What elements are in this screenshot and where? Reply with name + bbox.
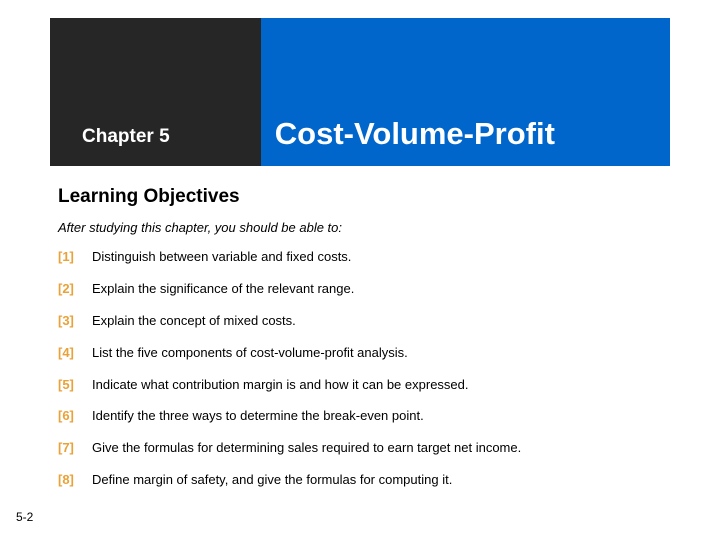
objective-text: Define margin of safety, and give the fo… [92, 472, 670, 489]
objective-item: [2] Explain the significance of the rele… [58, 281, 670, 298]
objective-text: List the five components of cost-volume-… [92, 345, 670, 362]
objective-number: [4] [58, 345, 92, 362]
objective-number: [3] [58, 313, 92, 330]
objective-item: [1] Distinguish between variable and fix… [58, 249, 670, 266]
slide-header: Chapter 5 Cost-Volume-Profit [50, 18, 670, 166]
chapter-title: Cost-Volume-Profit [275, 116, 555, 152]
objective-text: Indicate what contribution margin is and… [92, 377, 670, 394]
objective-number: [8] [58, 472, 92, 489]
objectives-list: [1] Distinguish between variable and fix… [58, 249, 670, 489]
content-area: Learning Objectives After studying this … [58, 186, 670, 489]
header-left-panel: Chapter 5 [50, 18, 261, 166]
objective-item: [8] Define margin of safety, and give th… [58, 472, 670, 489]
objective-number: [7] [58, 440, 92, 457]
header-right-panel: Cost-Volume-Profit [261, 18, 670, 166]
objective-text: Identify the three ways to determine the… [92, 408, 670, 425]
objective-text: Give the formulas for determining sales … [92, 440, 670, 457]
objective-item: [7] Give the formulas for determining sa… [58, 440, 670, 457]
objective-item: [5] Indicate what contribution margin is… [58, 377, 670, 394]
objective-number: [2] [58, 281, 92, 298]
objective-number: [5] [58, 377, 92, 394]
objective-text: Explain the concept of mixed costs. [92, 313, 670, 330]
objective-number: [1] [58, 249, 92, 266]
section-intro: After studying this chapter, you should … [58, 220, 670, 235]
objective-text: Explain the significance of the relevant… [92, 281, 670, 298]
objective-number: [6] [58, 408, 92, 425]
objective-text: Distinguish between variable and fixed c… [92, 249, 670, 266]
section-heading: Learning Objectives [58, 186, 670, 208]
chapter-label: Chapter 5 [82, 126, 170, 148]
objective-item: [6] Identify the three ways to determine… [58, 408, 670, 425]
objective-item: [4] List the five components of cost-vol… [58, 345, 670, 362]
objective-item: [3] Explain the concept of mixed costs. [58, 313, 670, 330]
page-number: 5-2 [16, 510, 33, 524]
